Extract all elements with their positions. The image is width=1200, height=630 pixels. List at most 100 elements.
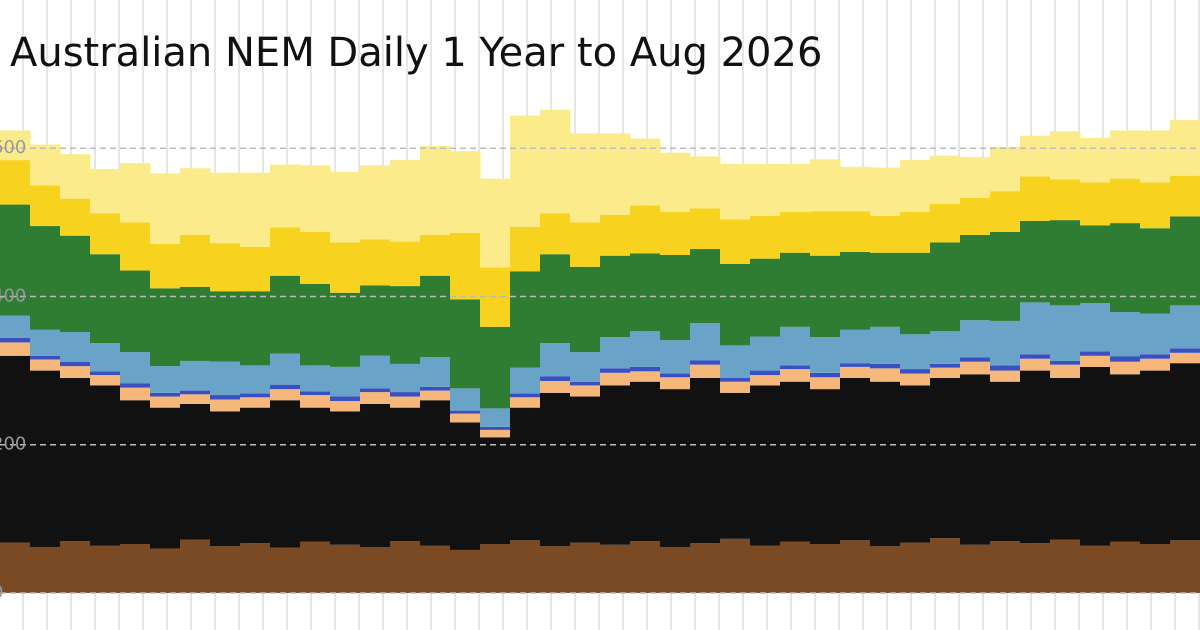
bar-segment bbox=[330, 171, 361, 243]
bar-segment bbox=[720, 378, 751, 382]
bar-segment bbox=[1020, 370, 1051, 544]
bar-segment bbox=[900, 542, 931, 593]
bar-segment bbox=[690, 156, 721, 209]
bar-segment bbox=[690, 378, 721, 544]
bar-segment bbox=[1080, 303, 1111, 352]
bar-segment bbox=[990, 541, 1021, 593]
bar-segment bbox=[1080, 366, 1111, 546]
bar-segment bbox=[930, 538, 961, 593]
bar-segment bbox=[360, 355, 391, 389]
bar-segment bbox=[1080, 355, 1111, 367]
bar-segment bbox=[720, 263, 751, 346]
bar-segment bbox=[750, 375, 781, 386]
bar-segment bbox=[600, 133, 631, 215]
bar-segment bbox=[480, 408, 511, 427]
bar-segment bbox=[450, 422, 481, 550]
bar-segment bbox=[300, 395, 331, 408]
bar-segment bbox=[30, 355, 61, 360]
bar-segment bbox=[960, 361, 991, 375]
bar-segment bbox=[810, 389, 841, 545]
bar-segment bbox=[780, 541, 811, 593]
bar-segment bbox=[330, 292, 361, 367]
y-tick-label: 200 bbox=[0, 434, 26, 455]
bar-segment bbox=[330, 366, 361, 397]
bar-segment bbox=[90, 343, 121, 372]
bar-segment bbox=[510, 393, 541, 398]
bar-segment bbox=[900, 211, 931, 253]
bar-segment bbox=[480, 426, 511, 430]
bar-segment bbox=[450, 299, 481, 389]
bar-segment bbox=[600, 385, 631, 545]
bar-segment bbox=[660, 389, 691, 547]
bar-segment bbox=[720, 392, 751, 539]
bar-segment bbox=[0, 342, 31, 356]
bar-segment bbox=[240, 393, 271, 398]
bar-segment bbox=[960, 234, 991, 321]
bar-segment bbox=[120, 400, 151, 545]
bar-segment bbox=[300, 391, 331, 396]
bar-segment bbox=[60, 235, 91, 333]
bar-segment bbox=[330, 411, 361, 545]
bar-segment bbox=[150, 392, 181, 397]
bar-segment bbox=[1140, 182, 1171, 229]
bar-segment bbox=[960, 197, 991, 235]
bar-segment bbox=[390, 241, 421, 287]
bar-segment bbox=[510, 115, 541, 227]
bar-segment bbox=[390, 541, 421, 593]
bar-segment bbox=[330, 544, 361, 593]
bar-segment bbox=[1170, 352, 1200, 364]
bar-segment bbox=[1110, 312, 1141, 357]
bar-segment bbox=[1020, 302, 1051, 355]
bar-segment bbox=[90, 385, 121, 546]
bar-segment bbox=[120, 383, 151, 388]
bar-segment bbox=[30, 546, 61, 593]
bar-segment bbox=[510, 271, 541, 368]
bar-segment bbox=[270, 227, 301, 276]
bar-segment bbox=[630, 138, 661, 206]
bar-segment bbox=[690, 208, 721, 250]
bar-segment bbox=[450, 410, 481, 414]
bar-segment bbox=[360, 403, 391, 547]
bar-segment bbox=[870, 363, 901, 369]
bar-segment bbox=[690, 249, 721, 324]
bar-segment bbox=[0, 542, 31, 593]
bar-segment bbox=[60, 154, 91, 199]
bar-segment bbox=[90, 371, 121, 376]
bar-segment bbox=[180, 286, 211, 361]
bar-segment bbox=[210, 546, 241, 593]
bar-segment bbox=[390, 396, 421, 408]
bar-segment bbox=[120, 163, 151, 223]
bar-segment bbox=[450, 413, 481, 423]
bar-segment bbox=[900, 369, 931, 374]
bar-segment bbox=[300, 283, 331, 366]
bar-segment bbox=[990, 231, 1021, 321]
bar-segment bbox=[0, 337, 31, 343]
bar-segment bbox=[840, 211, 871, 252]
bar-segment bbox=[600, 372, 631, 386]
bar-segment bbox=[600, 214, 631, 256]
bar-segment bbox=[300, 165, 331, 232]
bar-segment bbox=[1110, 361, 1141, 375]
bar-segment bbox=[660, 340, 691, 374]
bar-segment bbox=[1020, 176, 1051, 221]
bar-segment bbox=[510, 397, 541, 408]
bar-segment bbox=[600, 337, 631, 369]
bar-segment bbox=[360, 165, 391, 240]
bar-segment bbox=[30, 185, 61, 227]
bar-segment bbox=[330, 396, 361, 401]
bar-segment bbox=[1170, 216, 1200, 306]
bar-segment bbox=[1080, 182, 1111, 226]
bar-segment bbox=[420, 357, 451, 387]
bar-segment bbox=[840, 378, 871, 541]
bar-segment bbox=[30, 370, 61, 547]
bar-segment bbox=[930, 378, 961, 539]
y-tick-label: 400 bbox=[0, 285, 26, 306]
bar-segment bbox=[750, 258, 781, 337]
bar-segment bbox=[510, 367, 541, 394]
bar-segment bbox=[540, 380, 571, 393]
bar-segment bbox=[480, 178, 511, 268]
bar-segment bbox=[240, 172, 271, 247]
bar-segment bbox=[480, 544, 511, 593]
bar-segment bbox=[900, 385, 931, 543]
bar-segment bbox=[240, 397, 271, 408]
